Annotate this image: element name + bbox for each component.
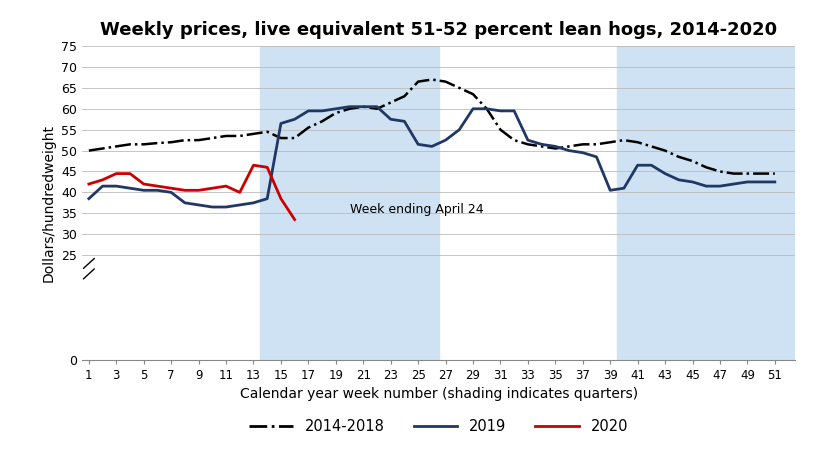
Bar — [260, 46, 438, 360]
Bar — [617, 46, 794, 360]
X-axis label: Calendar year week number (shading indicates quarters): Calendar year week number (shading indic… — [239, 387, 637, 401]
Title: Weekly prices, live equivalent 51-52 percent lean hogs, 2014-2020: Weekly prices, live equivalent 51-52 per… — [100, 21, 776, 39]
Text: Week ending April 24: Week ending April 24 — [349, 203, 482, 216]
Y-axis label: Dollars/hundredweight: Dollars/hundredweight — [42, 124, 56, 282]
Legend: 2014-2018, 2019, 2020: 2014-2018, 2019, 2020 — [243, 414, 633, 440]
